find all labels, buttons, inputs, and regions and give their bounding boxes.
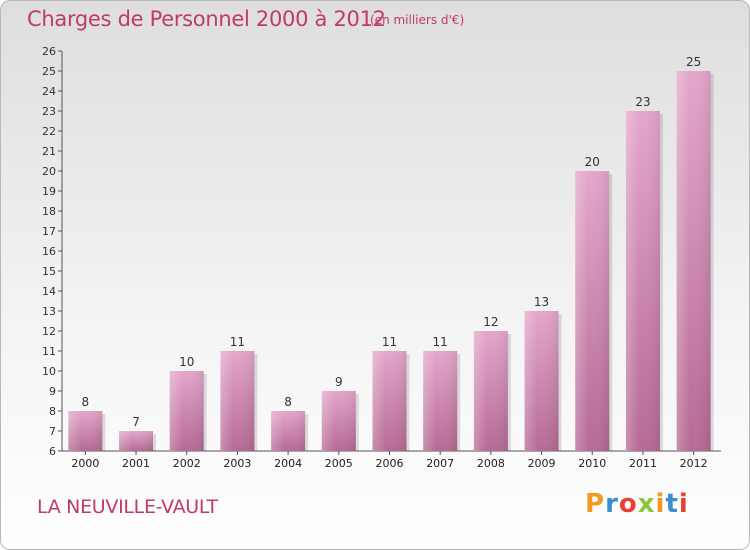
logo-letter: x (637, 489, 656, 519)
y-tick-label: 9 (49, 385, 56, 398)
y-tick-label: 12 (42, 325, 56, 338)
bar-highlight (625, 111, 660, 451)
logo-letter: o (618, 489, 638, 519)
y-tick-label: 19 (42, 185, 56, 198)
y-tick-label: 18 (42, 205, 56, 218)
logo-letter: i (678, 489, 689, 519)
bar-highlight (423, 351, 458, 451)
y-tick-label: 6 (49, 445, 56, 458)
bar-value-label: 7 (132, 415, 140, 429)
x-tick-label: 2005 (325, 457, 353, 470)
logo-letter: P (585, 489, 606, 519)
bar-highlight (575, 171, 610, 451)
logo-letter: i (655, 489, 666, 519)
x-tick-label: 2011 (629, 457, 657, 470)
x-tick-label: 2006 (376, 457, 404, 470)
x-tick-label: 2001 (122, 457, 150, 470)
commune-name: LA NEUVILLE-VAULT (37, 496, 218, 518)
x-tick-label: 2002 (173, 457, 201, 470)
bar-value-label: 8 (284, 395, 292, 409)
bar-highlight (271, 411, 306, 451)
y-tick-label: 14 (42, 285, 56, 298)
x-tick-label: 2000 (71, 457, 99, 470)
logo-letter: r (605, 489, 619, 519)
x-tick-label: 2008 (477, 457, 505, 470)
y-tick-label: 24 (42, 85, 56, 98)
bar-highlight (169, 371, 204, 451)
y-tick-label: 17 (42, 225, 56, 238)
x-tick-label: 2007 (426, 457, 454, 470)
y-tick-label: 7 (49, 425, 56, 438)
logo-letter: t (665, 489, 679, 519)
bar-value-label: 12 (483, 315, 498, 329)
bar-value-label: 13 (534, 295, 549, 309)
bar-highlight (220, 351, 255, 451)
chart-title: Charges de Personnel 2000 à 2012 (27, 7, 386, 31)
bar-value-label: 11 (230, 335, 245, 349)
chart-subtitle: (en milliers d'€) (370, 13, 465, 27)
bar-highlight (524, 311, 559, 451)
bar-highlight (321, 391, 356, 451)
y-tick-label: 23 (42, 105, 56, 118)
bar-value-label: 11 (433, 335, 448, 349)
bar-value-label: 11 (382, 335, 397, 349)
bar-value-label: 25 (686, 55, 701, 69)
y-tick-label: 21 (42, 145, 56, 158)
y-tick-label: 13 (42, 305, 56, 318)
x-tick-label: 2012 (680, 457, 708, 470)
y-tick-label: 10 (42, 365, 56, 378)
bar-highlight (119, 431, 154, 451)
y-tick-label: 26 (42, 45, 56, 58)
proxiti-logo[interactable]: Proxiti (585, 489, 689, 519)
bar-highlight (68, 411, 103, 451)
x-tick-label: 2009 (528, 457, 556, 470)
x-tick-label: 2003 (223, 457, 251, 470)
y-tick-label: 16 (42, 245, 56, 258)
bar-value-label: 23 (635, 95, 650, 109)
y-tick-label: 22 (42, 125, 56, 138)
y-tick-label: 20 (42, 165, 56, 178)
bar-highlight (372, 351, 407, 451)
y-tick-label: 25 (42, 65, 56, 78)
bar-value-label: 10 (179, 355, 194, 369)
bar-value-label: 9 (335, 375, 343, 389)
bar-highlight (473, 331, 508, 451)
x-tick-label: 2004 (274, 457, 302, 470)
bar-highlight (676, 71, 711, 451)
y-tick-label: 8 (49, 405, 56, 418)
y-tick-label: 11 (42, 345, 56, 358)
y-tick-label: 15 (42, 265, 56, 278)
bar-value-label: 8 (82, 395, 90, 409)
bar-value-label: 20 (585, 155, 600, 169)
x-tick-label: 2010 (578, 457, 606, 470)
